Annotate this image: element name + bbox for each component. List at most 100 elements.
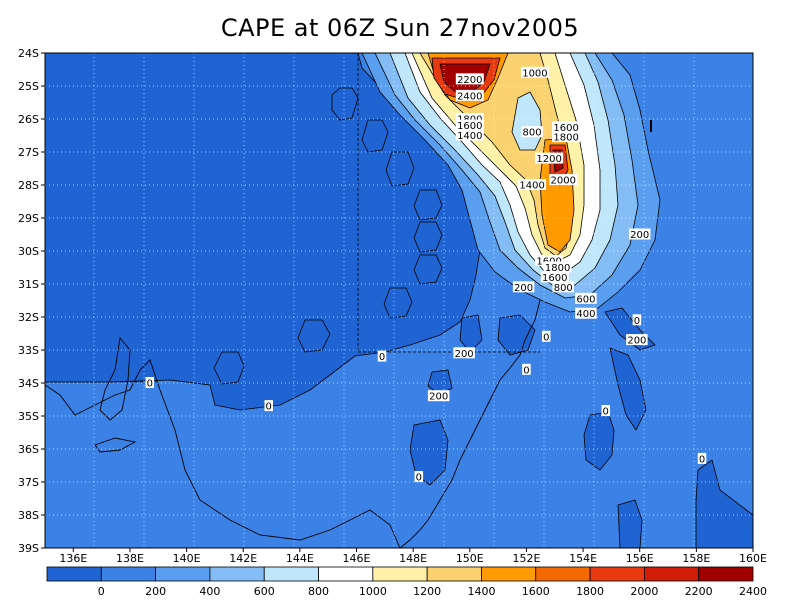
colorbar-swatch	[46, 566, 102, 582]
colorbar-swatch	[318, 566, 374, 582]
contour-label: 200	[627, 336, 646, 347]
island-low-9	[213, 351, 245, 385]
contour-label-box	[520, 66, 549, 78]
colorbar-label: 0	[98, 585, 105, 598]
colorbar-swatch	[263, 566, 319, 582]
contour-label-box	[521, 126, 543, 138]
lat-tick-label: 27S	[18, 146, 39, 159]
island-low-3	[385, 151, 415, 187]
contour-label: 0	[634, 316, 640, 327]
contour-label: 200	[630, 230, 649, 241]
blob-east-7	[617, 499, 643, 548]
contour-label-box	[552, 121, 581, 133]
colorbar-swatch	[589, 566, 645, 582]
contour-label: 200	[514, 283, 533, 294]
colorbar-label: 2400	[739, 585, 767, 598]
blob-east-2	[459, 314, 483, 353]
colorbar-label: 2000	[630, 585, 658, 598]
colorbar-label: 1200	[413, 585, 441, 598]
contour-label: 400	[576, 309, 595, 320]
contour-label: 800	[523, 128, 542, 139]
longitude-axis: 136E 138E 140E 142E 144E 146E 148E 150E 152E 154E…	[59, 548, 767, 565]
contour-label: 2200	[457, 75, 482, 86]
grid	[45, 53, 753, 548]
lon-tick-label: 160E	[739, 552, 767, 565]
contour-label: 0	[523, 365, 529, 376]
lat-tick-label: 39S	[18, 542, 39, 555]
contour-label-box	[575, 307, 597, 319]
contour-label: 1800	[553, 133, 578, 144]
colorbar-label: 2200	[685, 585, 713, 598]
contour-label: 600	[576, 294, 595, 305]
lat-tick-label: 37S	[18, 476, 39, 489]
lat-tick-label: 30S	[18, 245, 39, 258]
map-frame	[44, 52, 754, 549]
colorbar-label: 800	[308, 585, 329, 598]
contour-label-box	[512, 281, 535, 293]
contour-label-box	[427, 390, 450, 402]
contour-label-box	[455, 119, 484, 131]
blob-east-6	[695, 459, 753, 548]
contour-label: 200	[429, 392, 448, 403]
lat-tick-label: 35S	[18, 410, 39, 423]
lon-tick-label: 158E	[682, 552, 710, 565]
contour-label: 0	[266, 402, 272, 413]
lon-tick-label: 140E	[173, 552, 201, 565]
state-border	[45, 53, 540, 383]
lat-tick-label: 28S	[18, 179, 39, 192]
contour-label-box	[628, 228, 651, 240]
colorbar-swatch	[643, 566, 700, 582]
island-outline	[94, 437, 137, 453]
lon-tick-label: 152E	[512, 552, 540, 565]
contour-label: 1400	[519, 181, 544, 192]
colorbar-swatch	[535, 566, 591, 582]
lon-tick-label: 156E	[626, 552, 654, 565]
colorbar: 0 200 400 600 800 1000 1200 1400 1600 1800 2000 220…	[46, 566, 767, 598]
contour-label: 0	[603, 407, 609, 418]
contour-label-box	[601, 405, 610, 417]
colorbar-swatch	[481, 566, 537, 582]
lon-tick-label: 138E	[116, 552, 144, 565]
contour-label-box	[697, 452, 707, 464]
blob-east-1	[497, 314, 536, 356]
blob-east-9	[609, 347, 647, 431]
island-low-7	[383, 287, 413, 319]
colorbar-label: 400	[199, 585, 220, 598]
contour-label: 1800	[545, 263, 570, 274]
contour-label-box	[414, 471, 424, 483]
lon-tick-label: 136E	[59, 552, 87, 565]
colorbar-swatch	[372, 566, 428, 582]
contour-labels: 2200240010001800160014008001600180012002…	[145, 66, 707, 484]
colorbar-swatch	[698, 566, 754, 582]
lat-tick-label: 32S	[18, 311, 39, 324]
contour-label: 0	[699, 454, 705, 465]
colorbar-swatch	[426, 566, 482, 582]
contour-label: 200	[455, 349, 474, 360]
island-low-2	[361, 119, 389, 153]
contour-label: 2000	[551, 176, 576, 187]
lat-tick-label: 26S	[18, 113, 39, 126]
contour-label-box	[549, 174, 578, 186]
contour-label-box	[543, 261, 572, 273]
colorbar-label: 1600	[522, 585, 550, 598]
contour-label-box	[535, 254, 564, 266]
contour-label-box	[453, 347, 475, 359]
contour-label: 0	[147, 379, 153, 390]
contour-label-box	[455, 129, 484, 141]
contour-label-box	[535, 152, 564, 164]
contour-label-box	[552, 131, 581, 143]
colorbar-label: 1000	[359, 585, 387, 598]
colorbar-label: 600	[254, 585, 275, 598]
contour-label-box	[626, 334, 648, 346]
contour-label: 2400	[457, 91, 482, 102]
island-low-5	[413, 221, 443, 253]
contour-label: 0	[416, 473, 422, 484]
lat-tick-label: 24S	[18, 47, 39, 60]
lat-tick-label: 25S	[18, 80, 39, 93]
latitude-axis: 24S 25S 26S 27S 28S 29S 30S 31S 32S 33S 34S 35S 36S 3…	[18, 47, 45, 555]
contour-label: 800	[554, 283, 573, 294]
contour-label: 0	[543, 332, 549, 343]
contour-label-box	[518, 179, 547, 190]
lon-tick-label: 150E	[456, 552, 484, 565]
